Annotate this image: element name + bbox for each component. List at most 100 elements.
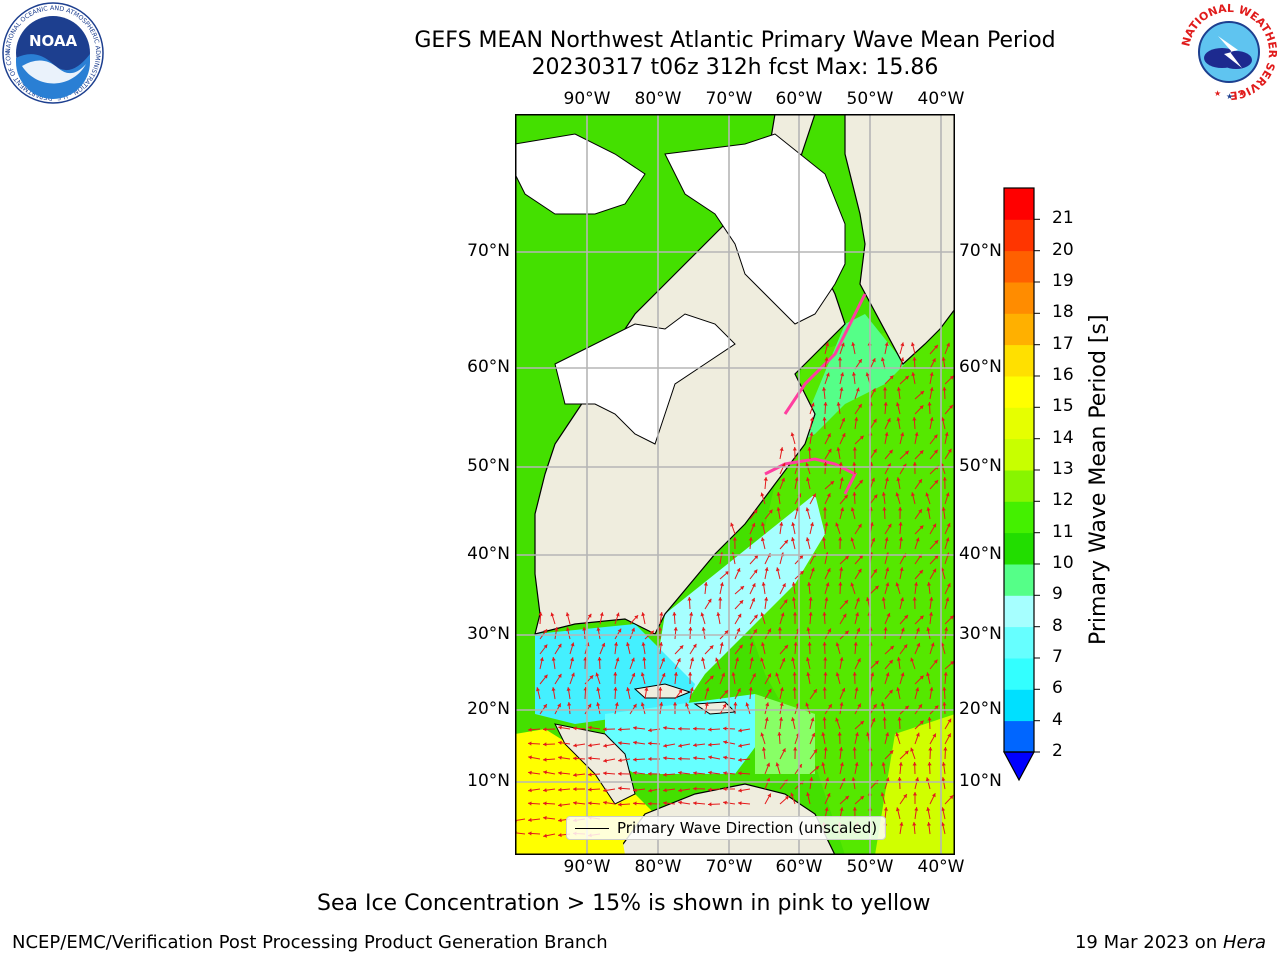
wave-arrow-head (723, 800, 727, 805)
wave-arrow-head (704, 702, 709, 706)
colorbar-segment (1004, 658, 1034, 690)
wave-arrow-head (889, 375, 894, 380)
wave-arrow-head (648, 771, 652, 776)
wave-arrow-head (557, 703, 561, 708)
wave-arrow-head (839, 567, 844, 571)
wave-arrow-head (825, 372, 830, 377)
wave-arrow-head (685, 702, 690, 707)
wave-arrow-head (767, 688, 772, 693)
lat-label-right: 50°N (959, 456, 1002, 476)
wave-arrow-head (573, 787, 577, 792)
wave-arrow-head (827, 433, 831, 438)
wave-arrow-head (663, 743, 667, 748)
wave-arrow-head (673, 627, 678, 631)
wave-arrow-head (766, 762, 771, 767)
wave-arrow-head (618, 741, 622, 746)
wave-arrow-head (911, 492, 915, 497)
wave-arrow-head (722, 703, 727, 708)
wave-arrow-head (929, 597, 934, 601)
wave-arrow-head (895, 582, 900, 587)
wave-arrow-head (749, 642, 754, 646)
wave-arrow-head (528, 831, 532, 836)
wave-arrow-head (760, 537, 765, 542)
wave-arrow-head (825, 582, 830, 587)
wave-arrow-head (857, 523, 862, 528)
wave-arrow-head (543, 742, 547, 747)
wave-arrow-head (838, 537, 843, 541)
wave-arrow-head (826, 793, 831, 797)
wave-arrow-head (631, 627, 635, 632)
wave-arrow-head (633, 726, 637, 731)
wave-arrow-head (739, 600, 744, 605)
wave-arrow-head (865, 372, 870, 377)
lat-label-right: 30°N (959, 624, 1002, 644)
colorbar-tick-label: 19 (1052, 271, 1074, 291)
wave-arrow-head (738, 801, 742, 806)
lat-label-right: 40°N (959, 544, 1002, 564)
wave-arrow-head (792, 687, 797, 691)
colorbar-tick-label: 7 (1052, 647, 1063, 667)
wave-arrow-head (844, 494, 848, 499)
wave-arrow-head (873, 569, 877, 574)
colorbar-segment (1004, 626, 1034, 659)
wave-arrow-head (633, 740, 637, 745)
wave-arrow-head (904, 705, 909, 710)
wave-arrow-head (911, 372, 916, 376)
wave-arrow-head (946, 583, 951, 588)
wave-arrow-head (839, 762, 844, 767)
wave-arrow-head (896, 657, 901, 661)
wave-arrow-head (845, 795, 849, 800)
wave-arrow-head (543, 788, 547, 793)
wave-arrow-head (760, 492, 765, 497)
wave-arrow-head (737, 688, 741, 693)
wave-arrow-head (806, 477, 810, 482)
wave-arrow-head (885, 567, 890, 572)
wave-arrow-head (919, 525, 924, 530)
wave-arrow-head (588, 756, 592, 761)
wave-arrow-head (678, 788, 682, 793)
wave-arrow-head (810, 522, 814, 527)
wave-arrow-head (539, 657, 544, 662)
wave-arrow-head (918, 704, 922, 709)
wave-arrow-head (798, 764, 802, 769)
wave-arrow-head (551, 657, 556, 661)
wave-arrow-head (632, 703, 637, 708)
wave-arrow-head (880, 792, 885, 797)
wave-arrow-head (932, 358, 936, 363)
svg-text:NOAA: NOAA (29, 32, 78, 50)
wave-arrow-head (852, 462, 857, 466)
wave-arrow-head (776, 507, 781, 511)
lat-label-right: 60°N (959, 357, 1002, 377)
wave-arrow-head (753, 614, 758, 619)
wave-arrow-head (659, 702, 664, 706)
wave-arrow-head (618, 727, 622, 732)
colorbar-tick-label: 17 (1052, 333, 1074, 354)
wave-arrow-head (884, 342, 889, 346)
wave-arrow-head (870, 672, 875, 677)
wave-arrow-head (944, 627, 949, 631)
wave-arrow-head (782, 748, 786, 753)
wave-arrow-head (718, 597, 723, 601)
lon-label-top: 70°W (705, 89, 753, 109)
wave-arrow-head (708, 727, 712, 732)
wave-arrow-head (873, 704, 877, 708)
wave-arrow-head (724, 690, 728, 694)
wave-arrow-head (835, 672, 840, 677)
wave-arrow-head (896, 477, 901, 481)
wave-arrow-head (860, 721, 864, 725)
wave-arrow-head (751, 597, 756, 602)
wave-arrow-head (738, 644, 743, 649)
wave-arrow-head (898, 537, 903, 541)
wave-arrow-head (918, 479, 922, 484)
wave-arrow-head (919, 675, 924, 680)
baffin-bay (664, 133, 846, 325)
wave-arrow-head (721, 672, 726, 677)
wave-arrow-head (748, 537, 753, 541)
wave-arrow-head (690, 657, 695, 662)
colorbar-segment (1004, 344, 1034, 377)
wave-arrow-head (543, 757, 547, 762)
wave-arrow-head (950, 661, 955, 665)
wave-arrow-head (850, 537, 855, 542)
wave-arrow-head (934, 705, 939, 710)
wave-arrow-head (884, 432, 889, 436)
